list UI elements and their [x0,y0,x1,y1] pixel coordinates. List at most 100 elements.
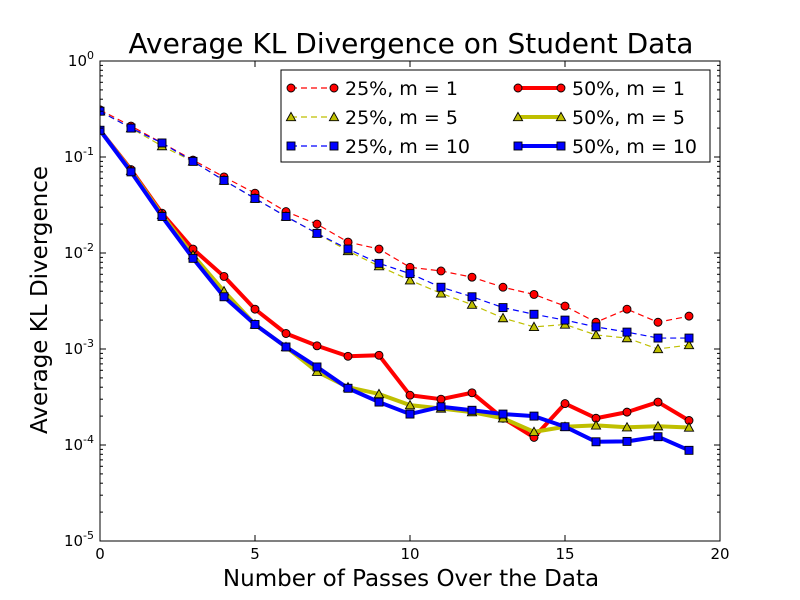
legend: 25%, m = 1 25%, m = 5 25%, m = 10 50%, m = … [280,69,711,163]
data-point [312,341,322,351]
data-point [622,327,632,337]
series-6-markers [100,125,694,455]
data-point [652,343,664,354]
data-point [126,123,136,133]
data-point [653,333,663,343]
data-point [281,342,291,352]
legend-item: 25%, m = 1 [286,78,458,100]
legend-marker [513,141,523,151]
data-point [404,274,416,285]
data-point [404,399,416,410]
legend-item: 50%, m = 1 [513,78,685,100]
legend-label: 50%, m = 5 [572,107,685,129]
data-point [498,303,508,313]
y-axis-ticks: 100 10-1 10-2 10-3 10-4 10-5 [64,49,720,550]
legend-label: 25%, m = 1 [345,78,458,100]
legend-item: 50%, m = 10 [513,136,697,158]
data-point [560,301,570,311]
data-point [653,432,663,442]
data-point [100,125,105,135]
data-point [219,271,229,281]
y-tick-label: 10-3 [64,337,94,358]
data-point [622,436,632,446]
data-point [374,244,384,254]
legend-label: 25%, m = 10 [345,136,470,158]
legend-item: 50%, m = 5 [512,107,685,129]
legend-marker [513,83,523,93]
data-point [590,419,602,430]
legend-marker [328,111,340,122]
legend-label: 50%, m = 1 [572,78,685,100]
data-point [528,426,540,437]
data-point [622,407,632,417]
data-point [683,339,695,350]
chart-title: Average KL Divergence on Student Data [129,27,694,60]
y-tick-label: 10-2 [64,241,94,262]
data-point [188,253,198,263]
x-tick-label: 20 [710,545,729,563]
legend-marker [286,83,296,93]
data-point [405,269,415,279]
data-point [467,292,477,302]
data-point [467,388,477,398]
series-5 [100,129,690,434]
legend-marker [512,111,524,122]
x-tick-label: 10 [400,545,419,563]
series-line [100,109,690,323]
series-4 [100,129,691,440]
data-point [560,315,570,325]
data-point [498,409,508,419]
series-4-markers [100,125,694,442]
data-point [684,333,694,343]
data-point [590,329,602,340]
data-point [312,228,322,238]
data-point [652,420,664,431]
data-point [497,312,509,323]
series-6 [100,129,690,453]
data-point [528,321,540,332]
legend-marker [286,141,296,151]
data-point [560,399,570,409]
data-point [343,351,353,361]
data-point [281,329,291,338]
data-point [374,350,384,360]
data-point [343,383,353,393]
data-point [250,304,260,314]
data-point [466,299,478,309]
data-point [591,322,601,332]
legend-label: 25%, m = 5 [345,107,458,129]
legend-marker [556,141,566,151]
data-point [374,258,384,268]
data-point [621,332,633,343]
data-point [188,156,198,166]
data-point [653,317,663,327]
legend-marker [556,83,566,93]
x-axis-ticks: 0 5 10 15 20 [95,61,730,563]
series-line [100,129,690,434]
data-point [126,167,136,177]
legend-box [280,69,711,163]
data-point [684,445,694,455]
data-point [436,266,446,276]
data-point [498,282,508,292]
legend-marker [329,83,339,93]
legend-marker [329,141,339,151]
series-5-markers [100,124,695,437]
y-tick-label: 10-1 [64,145,94,166]
data-point [312,362,322,372]
data-point [529,290,539,299]
data-point [560,422,570,432]
data-point [405,390,415,400]
y-tick-label: 10-4 [64,433,94,454]
data-point [435,287,447,298]
series-1 [100,109,690,323]
data-point [157,138,167,148]
data-point [529,309,539,319]
data-point [157,212,167,221]
data-point [684,311,694,321]
legend-marker [285,111,297,122]
data-point [281,212,291,221]
data-point [250,194,260,203]
y-axis-label: Average KL Divergence [27,166,53,434]
